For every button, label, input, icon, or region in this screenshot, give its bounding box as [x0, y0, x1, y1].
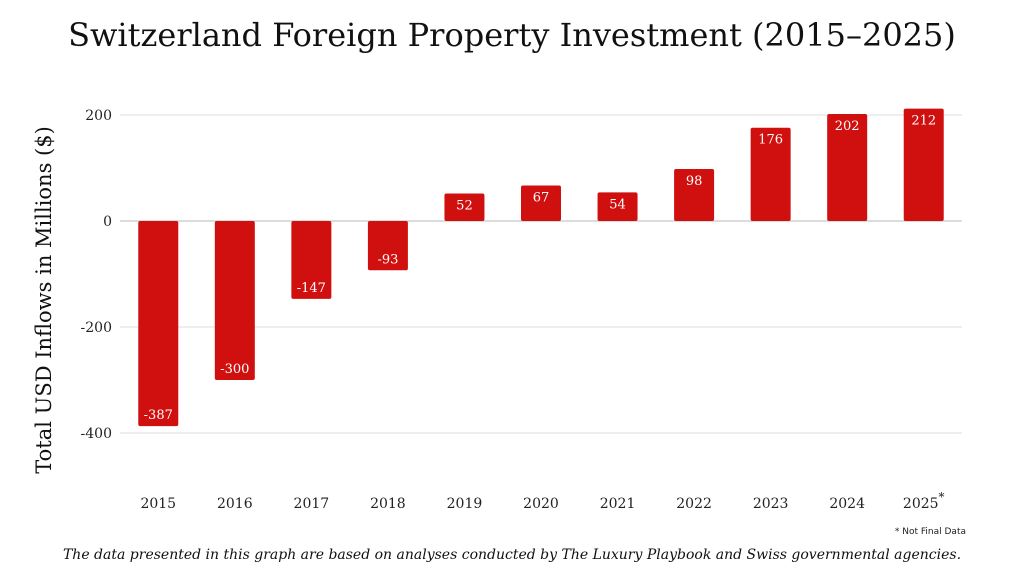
bar-2025: [903, 108, 944, 221]
x-tick-label-2025: 2025*: [903, 490, 945, 512]
y-tick-label: 200: [85, 108, 112, 124]
x-tick-text: 2016: [217, 496, 253, 512]
data-label-2024: 202: [835, 119, 860, 134]
data-labels: -387 -300 -147 -93 52 67 54 98 176 202 212: [144, 114, 936, 423]
data-label-2023: 176: [758, 133, 783, 148]
bar-2016: [214, 221, 255, 380]
bar-2022: [674, 169, 715, 221]
data-label-2021: 54: [609, 197, 626, 212]
footnote: * Not Final Data: [895, 527, 966, 537]
chart-title: Switzerland Foreign Property Investment …: [68, 16, 956, 54]
y-axis-ticks: 200 0 -200 -400: [81, 108, 112, 442]
bar-2019: [444, 193, 485, 221]
x-tick-text: 2022: [676, 496, 712, 512]
data-label-2022: 98: [686, 174, 703, 189]
y-tick-label: -200: [81, 320, 112, 336]
data-label-2020: 67: [533, 190, 550, 205]
bar-2023: [750, 127, 791, 221]
y-tick-label: -400: [81, 426, 112, 442]
bars: [138, 108, 944, 427]
bar-2017: [291, 221, 332, 299]
x-tick-label-2018: 2018: [370, 496, 406, 512]
x-tick-label-2020: 2020: [523, 496, 559, 512]
data-label-2016: -300: [220, 362, 249, 377]
x-tick-text: 2025: [903, 496, 939, 512]
x-tick-text: 2015: [140, 496, 176, 512]
x-tick-label-2016: 2016: [217, 496, 253, 512]
bar-2021: [597, 192, 638, 221]
data-label-2025: 212: [911, 114, 936, 129]
x-tick-text: 2021: [600, 496, 636, 512]
x-tick-text: 2020: [523, 496, 559, 512]
x-tick-label-2022: 2022: [676, 496, 712, 512]
data-label-2015: -387: [144, 408, 173, 423]
x-tick-label-2015: 2015: [140, 496, 176, 512]
source-note: The data presented in this graph are bas…: [63, 547, 961, 563]
y-axis-label: Total USD Inflows in Millions ($): [32, 126, 56, 474]
x-tick-text: 2024: [829, 496, 865, 512]
data-label-2018: -93: [377, 252, 398, 267]
x-tick-text: 2018: [370, 496, 406, 512]
x-tick-label-2021: 2021: [600, 496, 636, 512]
bar-2018: [367, 221, 408, 271]
x-tick-text: 2023: [753, 496, 789, 512]
bar-2020: [521, 185, 561, 221]
x-tick-label-2019: 2019: [447, 496, 483, 512]
bar-2015: [138, 221, 179, 427]
x-tick-label-2017: 2017: [294, 496, 330, 512]
bar-2024: [827, 113, 868, 221]
data-label-2019: 52: [456, 198, 473, 213]
y-tick-label: 0: [103, 214, 112, 230]
data-label-2017: -147: [297, 281, 326, 296]
x-tick-text: 2019: [447, 496, 483, 512]
gridlines: [120, 114, 962, 434]
x-tick-label-2023: 2023: [753, 496, 789, 512]
x-tick-label-2024: 2024: [829, 496, 865, 512]
asterisk-marker: *: [939, 490, 945, 504]
x-axis-ticks: 2015 2016 2017 2018 2019 2020 2021 2022 2023 2024…: [140, 490, 944, 512]
x-tick-text: 2017: [294, 496, 330, 512]
